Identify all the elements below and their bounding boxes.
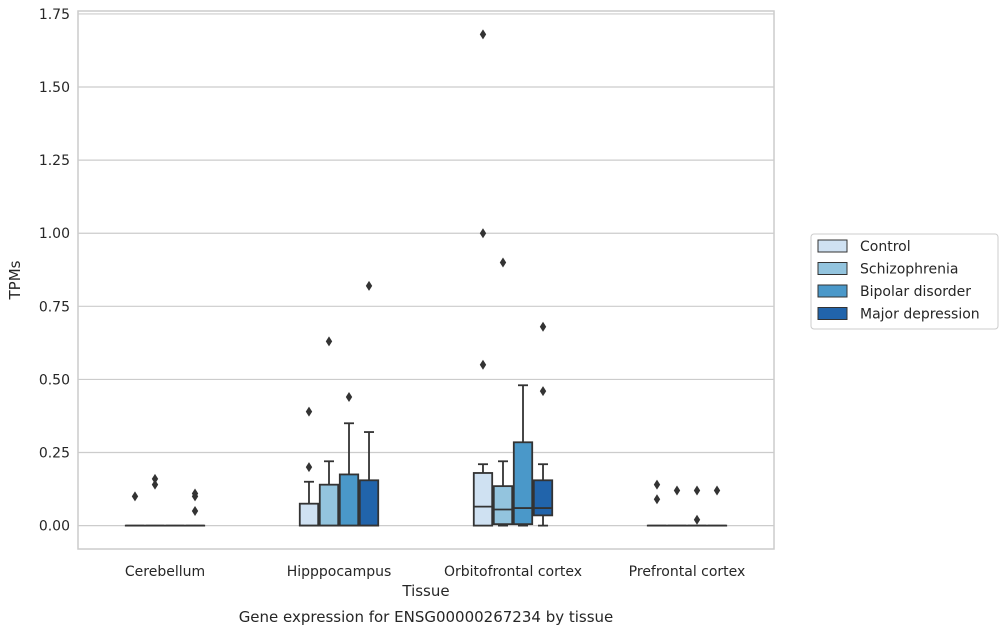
outlier-point <box>499 257 507 268</box>
grid-lines <box>78 13 774 527</box>
legend-swatch <box>817 284 848 298</box>
outlier-point <box>479 359 487 370</box>
legend-entry: Major depression <box>860 307 980 323</box>
outlier-point <box>151 473 159 484</box>
x-tick-label: Hipppocampus <box>287 564 392 580</box>
outlier-point <box>653 479 661 490</box>
legend-swatch <box>817 239 848 253</box>
outlier-point <box>479 228 487 239</box>
y-tick-label: 0.75 <box>39 299 70 315</box>
outlier-point <box>539 386 547 397</box>
x-axis-label: Tissue <box>401 582 449 600</box>
box-major-depression-0 <box>184 488 206 527</box>
legend-entry: Control <box>860 239 911 255</box>
legend-entry: Schizophrenia <box>860 262 958 278</box>
box-body <box>358 479 380 527</box>
y-tick-label: 1.75 <box>39 7 70 23</box>
box-body <box>492 485 514 526</box>
legend-swatch <box>817 262 848 275</box>
y-tick-labels: 0.00 0.25 0.50 0.75 1.00 1.25 1.50 1.75 <box>39 7 70 535</box>
box-major-depression-1 <box>358 280 380 527</box>
box-bipolar-disorder-2 <box>512 384 534 527</box>
x-tick-label: Orbitofrontal cortex <box>444 564 582 580</box>
y-tick-label: 0.00 <box>39 519 70 535</box>
outlier-point <box>325 336 333 347</box>
legend-entry: Bipolar disorder <box>860 284 971 300</box>
box-control-1 <box>298 406 320 527</box>
y-tick-label: 1.25 <box>39 153 70 169</box>
y-tick-label: 1.50 <box>39 80 70 96</box>
box-body <box>532 479 554 517</box>
box-body <box>298 502 320 527</box>
boxes <box>124 29 728 527</box>
y-axis-label: TPMs <box>6 260 24 300</box>
outlier-point <box>713 485 721 496</box>
box-body <box>318 483 340 527</box>
box-bipolar-disorder-1 <box>338 391 360 527</box>
box-control-0 <box>124 491 146 527</box>
y-tick-label: 0.25 <box>39 446 70 462</box>
box-body <box>512 441 534 526</box>
box-schizophrenia-1 <box>318 336 340 527</box>
outlier-point <box>693 485 701 496</box>
outlier-point <box>479 29 487 40</box>
outlier-point <box>305 406 313 417</box>
x-tick-labels: Cerebellum Hipppocampus Orbitofrontal cort… <box>125 564 745 580</box>
box-schizophrenia-3 <box>666 485 688 527</box>
outlier-point <box>673 485 681 496</box>
outlier-point <box>345 391 353 402</box>
outlier-point <box>191 505 199 516</box>
x-tick-label: Cerebellum <box>125 564 205 580</box>
outlier-point <box>653 494 661 505</box>
legend-frame <box>810 233 999 330</box>
y-tick-label: 0.50 <box>39 372 70 388</box>
chart-caption: Gene expression for ENSG00000267234 by t… <box>239 608 614 626</box>
outlier-point <box>131 491 139 502</box>
outlier-point <box>693 514 701 525</box>
y-tick-label: 1.00 <box>39 226 70 242</box>
plot-frame <box>77 10 775 550</box>
legend-swatch <box>817 307 848 320</box>
legend: Control Schizophrenia Bipolar disorder Majo… <box>810 233 999 330</box>
outlier-point <box>365 280 373 291</box>
outlier-point <box>305 462 313 473</box>
box-major-depression-2 <box>532 321 554 527</box>
outlier-point <box>191 488 199 499</box>
box-body <box>472 472 494 527</box>
box-bipolar-disorder-3 <box>686 485 708 527</box>
outlier-point <box>539 321 547 332</box>
box-major-depression-3 <box>706 485 728 527</box>
box-body <box>338 473 360 527</box>
outlier-point <box>151 479 159 490</box>
x-tick-label: Prefrontal cortex <box>629 564 746 580</box>
box-schizophrenia-0 <box>144 473 166 527</box>
box-schizophrenia-2 <box>492 257 514 527</box>
box-control-2 <box>472 29 494 527</box>
box-control-3 <box>646 479 668 527</box>
